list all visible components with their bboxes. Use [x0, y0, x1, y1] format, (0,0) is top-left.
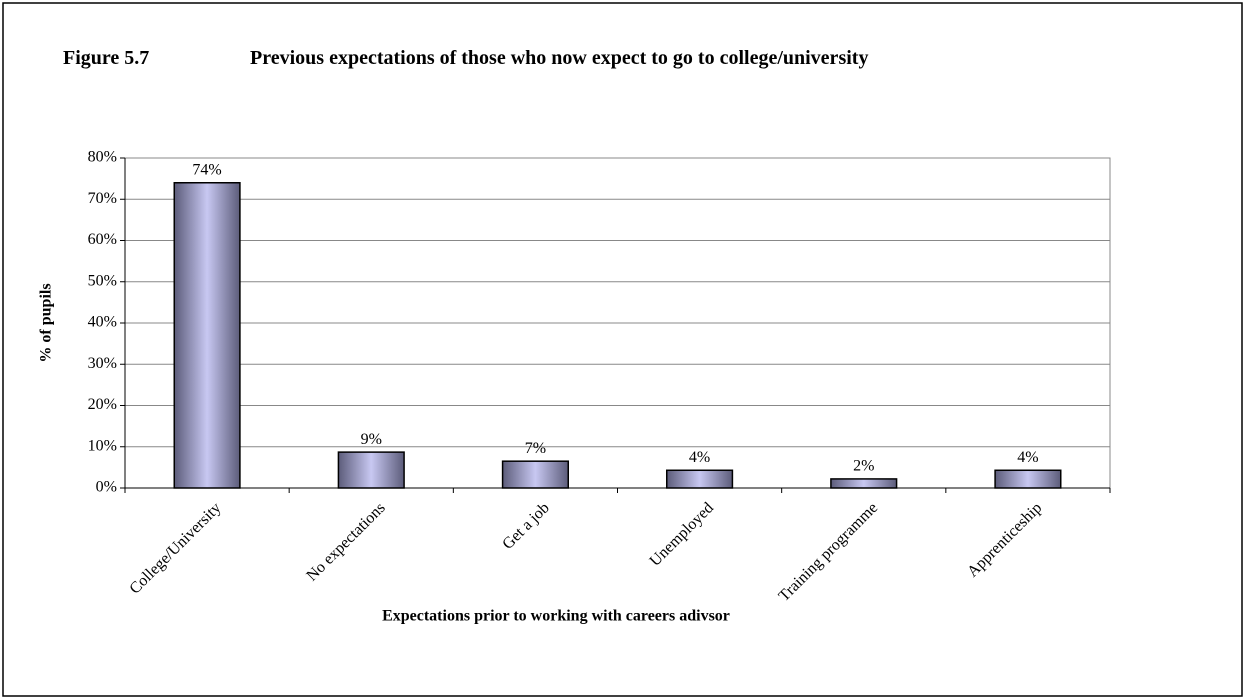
- value-label: 9%: [361, 431, 382, 448]
- x-tick-label: College/University: [126, 499, 224, 597]
- value-label: 2%: [853, 458, 874, 475]
- figure-number: Figure 5.7: [63, 47, 150, 69]
- y-tick-label: 40%: [88, 314, 117, 331]
- bar: [666, 469, 734, 489]
- value-label: 4%: [689, 449, 710, 466]
- value-label: 4%: [1017, 449, 1038, 466]
- value-label: 7%: [525, 440, 546, 457]
- y-tick-label: 10%: [88, 437, 117, 454]
- y-tick-label: 30%: [88, 355, 117, 372]
- value-label: 74%: [192, 161, 221, 178]
- y-tick-label: 20%: [88, 396, 117, 413]
- y-axis-title: % of pupils: [38, 283, 55, 362]
- x-tick-label: Unemployed: [647, 499, 717, 569]
- x-tick-label: No expectations: [303, 499, 388, 584]
- x-tick-label: Get a job: [499, 499, 552, 552]
- y-tick-label: 70%: [88, 190, 117, 207]
- y-tick-label: 80%: [88, 149, 117, 166]
- bar: [337, 451, 405, 489]
- chart-title: Previous expectations of those who now e…: [250, 47, 869, 69]
- x-axis-title: Expectations prior to working with caree…: [382, 608, 730, 625]
- y-tick-label: 50%: [88, 272, 117, 289]
- x-tick-label: Apprenticeship: [964, 499, 1045, 580]
- bar: [501, 460, 570, 489]
- y-tick-label: 60%: [88, 231, 117, 248]
- x-tick-label: Training programme: [776, 499, 882, 605]
- y-tick-label: 0%: [96, 479, 117, 496]
- bar: [173, 182, 241, 489]
- bar: [994, 469, 1062, 489]
- bar: [830, 478, 898, 489]
